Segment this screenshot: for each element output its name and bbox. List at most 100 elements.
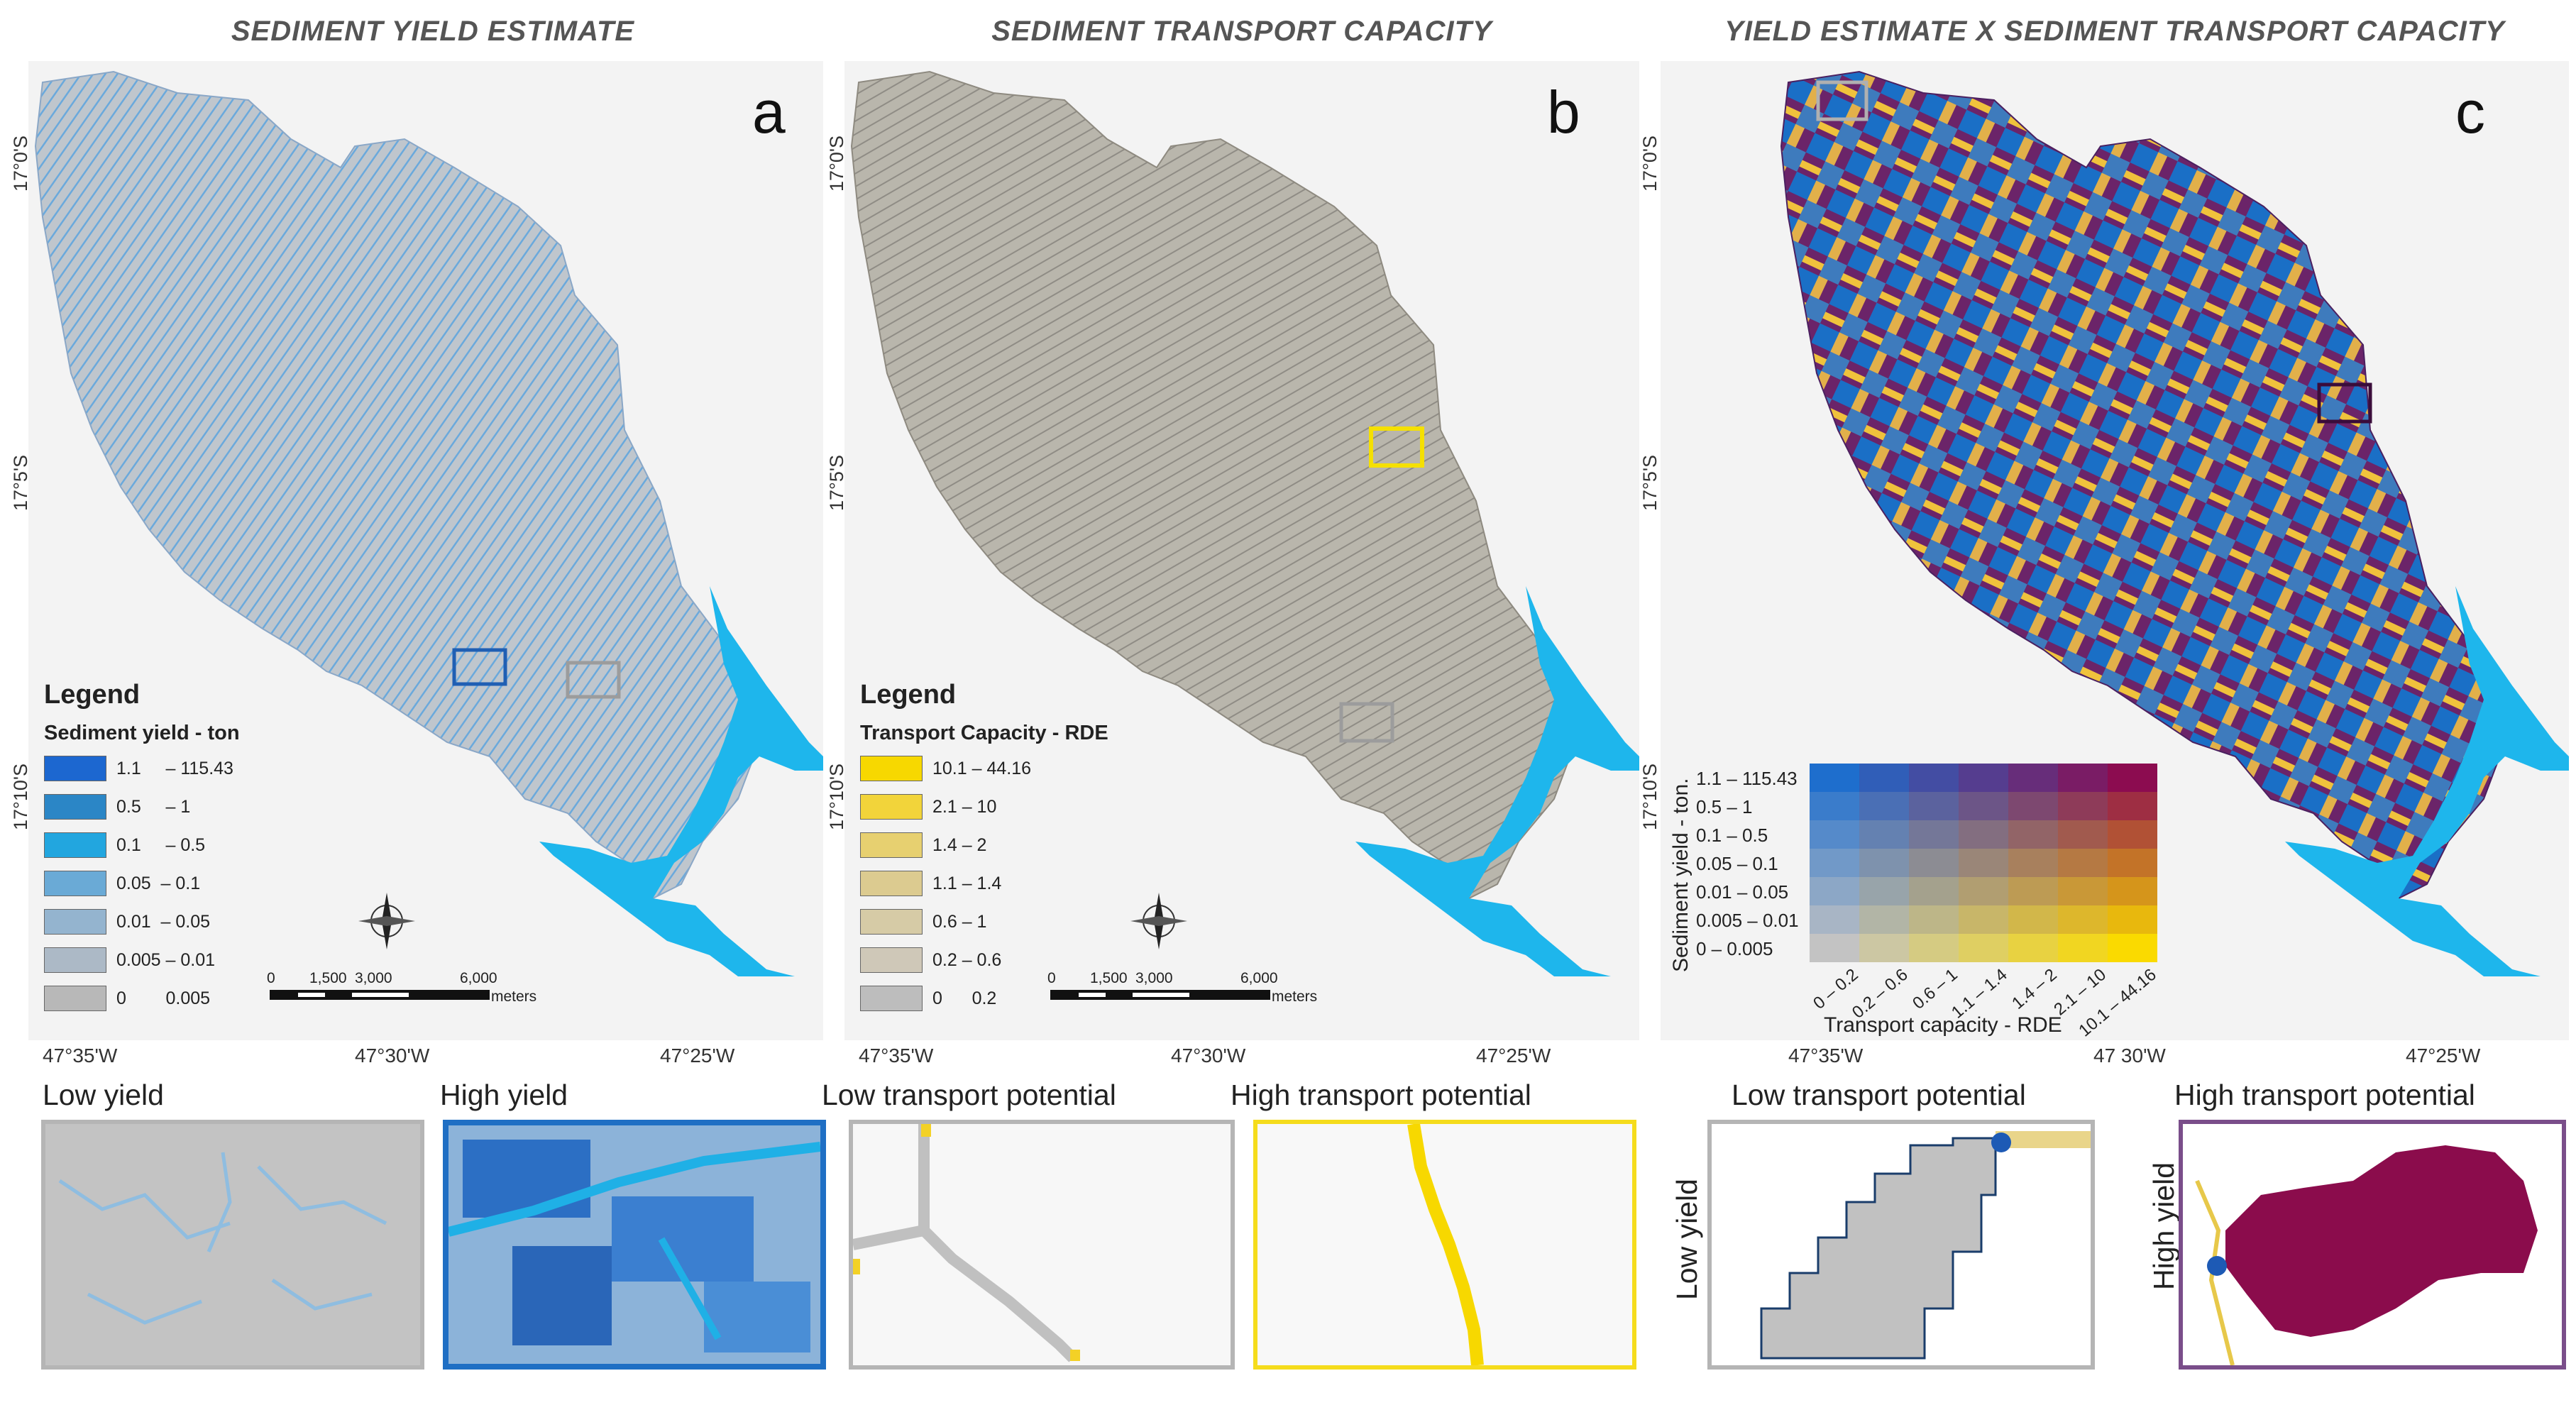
bivariate-cell [1909, 764, 1959, 793]
legend-item: 0.2 – 0.6 [860, 941, 1158, 979]
scale-label-3000: 3,000 [1135, 970, 1173, 986]
lat-label-a-2: 17°5'S [10, 454, 31, 511]
bivariate-x-title: Transport capacity - RDE [1824, 1013, 2062, 1037]
scale-label-6000: 6,000 [460, 970, 497, 986]
bivariate-y-title: Sediment yield - ton. [1669, 778, 1692, 972]
bivariate-cell [2058, 849, 2108, 878]
lon-label-c-3: 47°25'W [2406, 1045, 2481, 1067]
legend-item: 0 0.005 [44, 979, 299, 1018]
bivariate-cell [2108, 820, 2157, 849]
legend-swatch [860, 794, 923, 820]
bivariate-y-label: 1.1 – 115.43 [1696, 768, 1798, 789]
legend-swatch [860, 947, 923, 973]
bivariate-cell [1859, 792, 1910, 821]
scale-bar-b: 0 1,500 3,000 6,000 meters [1047, 970, 1317, 1008]
legend-swatch [44, 794, 106, 820]
inset-c-low-transport-low-yield [1707, 1120, 2095, 1370]
legend-item: 0.05 – 0.1 [44, 864, 299, 903]
bivariate-grid [1810, 764, 2157, 962]
inset-c-low-side-label: Low yield [1670, 1179, 1703, 1300]
lat-label-b-2: 17°5'S [826, 454, 847, 511]
map-a-svg [28, 61, 823, 1040]
reservoir-a [539, 586, 823, 976]
legend-swatch [860, 986, 923, 1011]
legend-item: 0 0.2 [860, 979, 1158, 1018]
lat-label-c-1: 17°0'S [1639, 135, 1661, 192]
inset-b-high-graphic [1407, 1124, 1484, 1365]
bivariate-cell [1909, 820, 1959, 849]
bivariate-cell [1959, 905, 2009, 935]
panel-b-letter: b [1547, 79, 1580, 145]
bivariate-cell [2058, 792, 2108, 821]
legend-item: 2.1 – 10 [860, 788, 1158, 826]
legend-item: 1.1 – 115.43 [44, 749, 299, 788]
bivariate-cell [2008, 849, 2059, 878]
bivariate-cell [1959, 934, 2009, 962]
reservoir-c [2285, 586, 2569, 976]
scale-label-3000: 3,000 [355, 970, 392, 986]
legend-item-label: 10.1 – 44.16 [932, 758, 1032, 778]
bivariate-cell [1909, 849, 1959, 878]
scale-bar-a: 0 1,500 3,000 6,000 meters [267, 970, 536, 1008]
lat-label-a-3: 17°10'S [10, 763, 31, 830]
legend-panel-b: Legend Transport Capacity - RDE 10.1 – 4… [860, 680, 1158, 1018]
bivariate-cell [2108, 905, 2157, 935]
legend-item-label: 0.6 – 1 [932, 911, 987, 932]
legend-item: 1.4 – 2 [860, 826, 1158, 864]
bivariate-cell [2008, 792, 2059, 821]
bivariate-cell [2008, 877, 2059, 906]
legend-item: 0.1 – 0.5 [44, 826, 299, 864]
inset-marker-high-transport [1369, 426, 1424, 468]
bivariate-cell [1909, 877, 1959, 906]
scale-bar-graphic [1050, 990, 1270, 1000]
bivariate-cell [1859, 849, 1910, 878]
legend-item: 1.1 – 1.4 [860, 864, 1158, 903]
panel-c-title: YIELD ESTIMATE X SEDIMENT TRANSPORT CAPA… [1724, 16, 2505, 47]
lon-label-a-2: 47°30'W [355, 1045, 430, 1067]
legend-swatch [44, 871, 106, 896]
inset-label-b-high: High transport potential [1231, 1079, 1531, 1111]
panel-c-letter: c [2455, 79, 2485, 145]
legend-a-subtitle: Sediment yield - ton [44, 722, 240, 744]
inset-label-a-high: High yield [440, 1079, 568, 1111]
lon-label-b-2: 47°30'W [1171, 1045, 1246, 1067]
lon-label-a-1: 47°35'W [43, 1045, 118, 1067]
inset-c-high-graphic [2195, 1145, 2538, 1365]
inset-c-high-transport-high-yield [2179, 1120, 2566, 1370]
bivariate-y-label: 0.5 – 1 [1696, 796, 1753, 817]
bivariate-cell [1959, 764, 2009, 793]
scale-unit: meters [1272, 988, 1318, 1005]
inset-label-b-low: Low transport potential [822, 1079, 1116, 1111]
bivariate-cell [1810, 764, 1860, 793]
bivariate-cell [1959, 877, 2009, 906]
bivariate-cell [2108, 849, 2157, 878]
legend-item-label: 0.05 – 0.1 [116, 873, 201, 893]
north-arrow-icon [1130, 893, 1187, 949]
watershed-a [34, 70, 761, 900]
bivariate-cell [2008, 905, 2059, 935]
lon-label-b-3: 47°25'W [1476, 1045, 1551, 1067]
bivariate-cell [1810, 820, 1860, 849]
inset-b-low-graphic [853, 1124, 1080, 1362]
legend-item: 0.5 – 1 [44, 788, 299, 826]
bivariate-cell [2108, 792, 2157, 821]
inset-marker-low-transport [1339, 702, 1394, 743]
legend-panel-a: Legend Sediment yield - ton 1.1 – 115.43… [44, 680, 299, 1018]
bivariate-cell [2058, 905, 2108, 935]
inset-a-high-graphic [448, 1140, 820, 1352]
panel-a-letter: a [752, 79, 786, 145]
legend-swatch [44, 909, 106, 935]
inset-c-low-graphic [1760, 1131, 2091, 1360]
bivariate-cell [1810, 934, 1860, 962]
legend-b-title: Legend [860, 680, 957, 710]
inset-b-low-transport [849, 1120, 1235, 1370]
legend-item-label: 1.1 – 115.43 [116, 758, 233, 778]
bivariate-cell [2108, 934, 2157, 962]
legend-b-items: 10.1 – 44.16 2.1 – 10 1.4 – 2 1.1 – 1.4 0.6 … [860, 749, 1158, 1018]
legend-swatch [860, 871, 923, 896]
bivariate-y-label: 0.1 – 0.5 [1696, 825, 1768, 846]
scale-label-0: 0 [1047, 970, 1056, 986]
scale-unit: meters [491, 988, 537, 1005]
bivariate-cell [1959, 820, 2009, 849]
